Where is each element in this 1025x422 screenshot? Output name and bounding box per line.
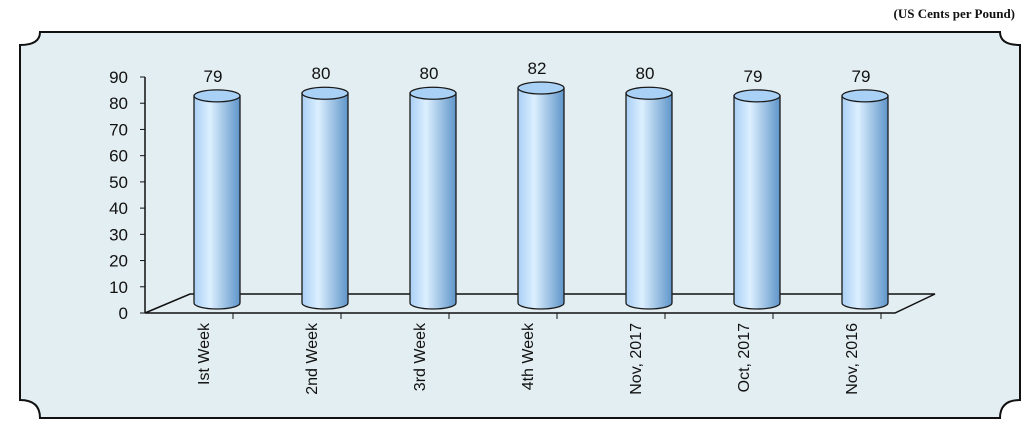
bar-top xyxy=(193,89,241,103)
bar-body xyxy=(301,92,349,310)
bar-top xyxy=(841,89,889,103)
y-tick-label: 70 xyxy=(109,120,128,139)
x-tick-label: Nov, 2017 xyxy=(628,323,645,395)
bar: 80 xyxy=(625,64,673,310)
bar-body xyxy=(841,95,889,310)
x-tick-label: 4th Week xyxy=(520,322,537,390)
data-label: 79 xyxy=(744,67,763,86)
bar-body xyxy=(625,92,673,310)
y-axis-ticks: 0 10 20 30 40 50 60 70 80 90 xyxy=(109,68,145,323)
chart-floor xyxy=(144,293,936,314)
bar: 80 xyxy=(301,64,349,310)
y-tick-label: 60 xyxy=(109,147,128,166)
bar: 82 xyxy=(517,59,565,310)
bar-top xyxy=(733,89,781,103)
bar-top xyxy=(301,86,349,100)
data-label: 80 xyxy=(636,64,655,83)
bar-top xyxy=(517,81,565,95)
x-tick-label: 2nd Week xyxy=(304,322,321,395)
x-tick-label: Ist Week xyxy=(196,322,213,385)
data-label: 80 xyxy=(312,64,331,83)
x-tick-label: 3rd Week xyxy=(412,322,429,391)
data-label: 80 xyxy=(420,64,439,83)
bar: 79 xyxy=(733,67,781,310)
bar-top xyxy=(625,86,673,100)
bars: 79 80 80 82 80 79 79 xyxy=(193,59,889,310)
y-tick-label: 40 xyxy=(109,199,128,218)
category-labels: Ist Week 2nd Week 3rd Week 4th Week Nov, 201… xyxy=(196,313,882,395)
y-tick-label: 50 xyxy=(109,173,128,192)
y-tick-label: 10 xyxy=(109,278,128,297)
bar: 80 xyxy=(409,64,457,310)
bar-top xyxy=(409,86,457,100)
bar: 79 xyxy=(841,67,889,310)
x-tick-label: Nov, 2016 xyxy=(844,323,861,395)
x-tick-label: Oct, 2017 xyxy=(736,323,753,392)
axes xyxy=(144,77,936,314)
y-tick-label: 30 xyxy=(109,225,128,244)
data-label: 79 xyxy=(852,67,871,86)
bar-body xyxy=(517,87,565,310)
data-label: 79 xyxy=(204,67,223,86)
unit-label: (US Cents per Pound) xyxy=(893,6,1015,21)
y-tick-label: 80 xyxy=(109,94,128,113)
y-tick-label: 20 xyxy=(109,252,128,271)
bar: 79 xyxy=(193,67,241,310)
bar-body xyxy=(409,92,457,310)
y-tick-label: 0 xyxy=(119,304,128,323)
bar-body xyxy=(733,95,781,310)
y-tick-label: 90 xyxy=(109,68,128,87)
data-label: 82 xyxy=(528,59,547,78)
bar-body xyxy=(193,95,241,310)
